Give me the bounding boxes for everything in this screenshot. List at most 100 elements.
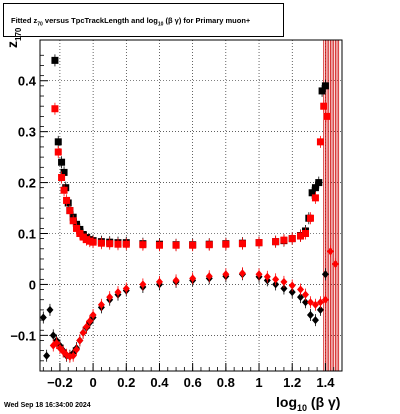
y-axis-label: z170 [4,27,23,48]
data-point-diamond [82,322,90,331]
data-point-square [323,112,331,120]
data-point-diamond [255,270,263,279]
data-point-diamond [53,338,61,347]
data-point-diamond [280,284,288,293]
data-point-square [172,241,180,249]
x-tick-label: 1 [255,375,262,390]
data-point-square [321,82,329,90]
x-tick-label: 1.2 [283,375,301,390]
data-point-square [155,241,163,249]
data-point-square [297,232,305,240]
x-tick-label: 1.4 [316,375,335,390]
data-point-diamond [155,277,163,286]
data-point-diamond [297,285,305,294]
data-point-diamond [43,351,51,360]
y-tick-label: 0.1 [18,227,36,242]
data-point-square [60,186,68,194]
data-point-square [73,224,81,232]
data-point-square [66,207,74,215]
data-point-diamond [73,345,81,354]
ticks-layer: −0.2 0 0.2 0.4 0.6 0.8 1 1.2 1.4 −0.1 0 0.1 0.2 0.3 0.… [10,54,335,390]
x-tick-label: 0.2 [117,375,135,390]
data-point-diamond [76,336,84,345]
data-point-diamond [331,260,339,269]
data-point-diamond [272,275,280,284]
data-point-diamond [106,293,114,302]
data-point-diamond [311,316,319,325]
data-point-square [54,138,62,146]
data-point-square [58,173,66,181]
data-point-diamond [321,295,329,304]
data-point-square [238,240,246,248]
data-point-square [76,230,84,238]
x-tick-label: 0.4 [150,375,169,390]
y-tick-label: −0.1 [10,328,36,343]
data-point-square [205,241,213,249]
data-point-square [51,105,59,113]
data-point-diamond [326,247,334,256]
data-point-square [97,239,105,247]
data-point-square [58,158,66,166]
x-tick-label: 0.6 [184,375,202,390]
data-point-diamond [122,284,130,293]
x-axis-label: log10 (β γ) [276,394,341,413]
data-point-square [60,168,68,176]
x-tick-label: −0.2 [47,375,73,390]
vertical-lines-layer [323,40,340,371]
data-point-square [122,240,130,248]
data-point-square [189,241,197,249]
y-tick-label: 0.3 [18,125,36,140]
data-point-diamond [97,300,105,309]
data-point-square [69,217,77,225]
data-point-diamond [238,269,246,278]
data-point-square [320,102,328,110]
data-point-diamond [172,276,180,285]
data-point-square [308,189,316,197]
data-point-square [316,138,324,146]
data-point-diamond [46,305,54,314]
data-point-diamond [39,313,47,322]
data-point-diamond [306,310,314,319]
data-point-diamond [280,277,288,286]
data-point-diamond [301,298,309,307]
data-point-diamond [86,317,94,326]
y-tick-label: 0 [29,277,36,292]
data-point-diamond [222,270,230,279]
data-point-diamond [189,274,197,283]
data-point-square [301,230,309,238]
x-tick-label: 0 [89,375,96,390]
data-point-diamond [297,293,305,302]
data-point-square [288,235,296,243]
data-point-diamond [306,298,314,307]
data-point-square [106,240,114,248]
data-point-square [139,241,147,249]
data-point-diamond [288,288,296,297]
plot-frame [39,39,343,372]
data-point-diamond [263,272,271,281]
data-point-diamond [114,288,122,297]
data-point-diamond [79,328,87,337]
data-point-square [89,238,97,246]
datestamp: Wed Sep 18 16:34:00 2024 [4,402,91,409]
data-point-diamond [49,331,57,340]
data-point-diamond [288,281,296,290]
markers-layer [39,54,339,363]
data-point-diamond [69,351,77,360]
y-tick-label: 0.2 [18,176,36,191]
data-point-square [51,56,59,64]
data-point-square [280,236,288,244]
data-point-square [222,240,230,248]
data-point-square [311,184,319,192]
data-point-diamond [316,305,324,314]
data-point-square [315,179,323,187]
data-point-diamond [139,280,147,289]
data-point-diamond [301,290,309,299]
data-point-square [255,239,263,247]
chart-title: Fitted z70 versus TpcTrackLength and log… [11,16,251,28]
data-point-diamond [89,310,97,319]
data-point-diamond [321,270,329,279]
data-point-square [272,238,280,246]
data-point-square [311,194,319,202]
x-tick-label: 0.8 [217,375,235,390]
